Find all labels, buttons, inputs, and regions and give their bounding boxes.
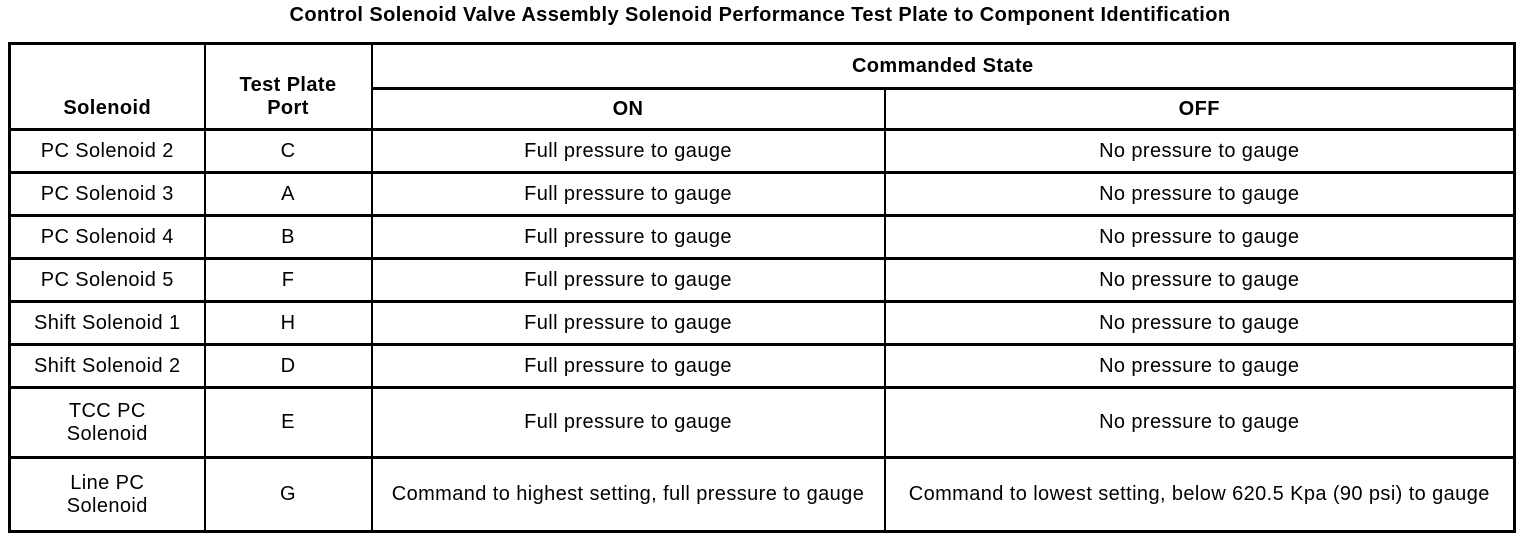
column-header-off: OFF xyxy=(883,87,1516,131)
table-row-shift-solenoid-2: Shift Solenoid 2 D Full pressure to gaug… xyxy=(8,343,1516,389)
on-state-cell: Full pressure to gauge xyxy=(370,300,886,346)
off-state-cell: No pressure to gauge xyxy=(883,386,1516,459)
off-state-cell: No pressure to gauge xyxy=(883,128,1516,174)
off-state-cell: Command to lowest setting, below 620.5 K… xyxy=(883,456,1516,533)
column-header-on: ON xyxy=(370,87,886,131)
off-state-cell: No pressure to gauge xyxy=(883,257,1516,303)
column-header-test-plate-port: Test Plate Port xyxy=(203,42,373,131)
off-state-cell: No pressure to gauge xyxy=(883,214,1516,260)
table-row-tcc-pc-solenoid: TCC PC Solenoid E Full pressure to gauge… xyxy=(8,386,1516,459)
on-state-cell: Full pressure to gauge xyxy=(370,257,886,303)
port-cell: E xyxy=(203,386,373,459)
table-row-pc-solenoid-5: PC Solenoid 5 F Full pressure to gauge N… xyxy=(8,257,1516,303)
table-row-shift-solenoid-1: Shift Solenoid 1 H Full pressure to gaug… xyxy=(8,300,1516,346)
on-state-cell: Command to highest setting, full pressur… xyxy=(370,456,886,533)
port-cell: G xyxy=(203,456,373,533)
on-state-cell: Full pressure to gauge xyxy=(370,214,886,260)
on-state-cell: Full pressure to gauge xyxy=(370,128,886,174)
table-row-pc-solenoid-2: PC Solenoid 2 C Full pressure to gauge N… xyxy=(8,128,1516,174)
column-header-commanded-state: Commanded State xyxy=(370,42,1516,90)
table-row-pc-solenoid-4: PC Solenoid 4 B Full pressure to gauge N… xyxy=(8,214,1516,260)
page-title: Control Solenoid Valve Assembly Solenoid… xyxy=(289,4,1231,26)
port-cell: H xyxy=(203,300,373,346)
on-state-cell: Full pressure to gauge xyxy=(370,343,886,389)
solenoid-cell: Shift Solenoid 2 xyxy=(8,343,206,389)
solenoid-cell: PC Solenoid 5 xyxy=(8,257,206,303)
port-cell: D xyxy=(203,343,373,389)
column-header-solenoid: Solenoid xyxy=(8,42,206,131)
on-state-cell: Full pressure to gauge xyxy=(370,171,886,217)
off-state-cell: No pressure to gauge xyxy=(883,171,1516,217)
port-cell: F xyxy=(203,257,373,303)
solenoid-cell: PC Solenoid 3 xyxy=(8,171,206,217)
solenoid-cell: TCC PC Solenoid xyxy=(8,386,206,459)
solenoid-cell: PC Solenoid 2 xyxy=(8,128,206,174)
port-cell: C xyxy=(203,128,373,174)
port-cell: B xyxy=(203,214,373,260)
solenoid-cell: PC Solenoid 4 xyxy=(8,214,206,260)
header-row-top: Solenoid Test Plate Port Commanded State xyxy=(8,42,1516,131)
solenoid-cell: Shift Solenoid 1 xyxy=(8,300,206,346)
on-state-cell: Full pressure to gauge xyxy=(370,386,886,459)
table-row-line-pc-solenoid: Line PC Solenoid G Command to highest se… xyxy=(8,456,1516,533)
solenoid-identification-table: Solenoid Test Plate Port Commanded State… xyxy=(8,42,1516,533)
header-row-sub: ON OFF xyxy=(10,87,1516,131)
solenoid-cell: Line PC Solenoid xyxy=(8,456,206,533)
table-row-pc-solenoid-3: PC Solenoid 3 A Full pressure to gauge N… xyxy=(8,171,1516,217)
off-state-cell: No pressure to gauge xyxy=(883,343,1516,389)
off-state-cell: No pressure to gauge xyxy=(883,300,1516,346)
port-cell: A xyxy=(203,171,373,217)
